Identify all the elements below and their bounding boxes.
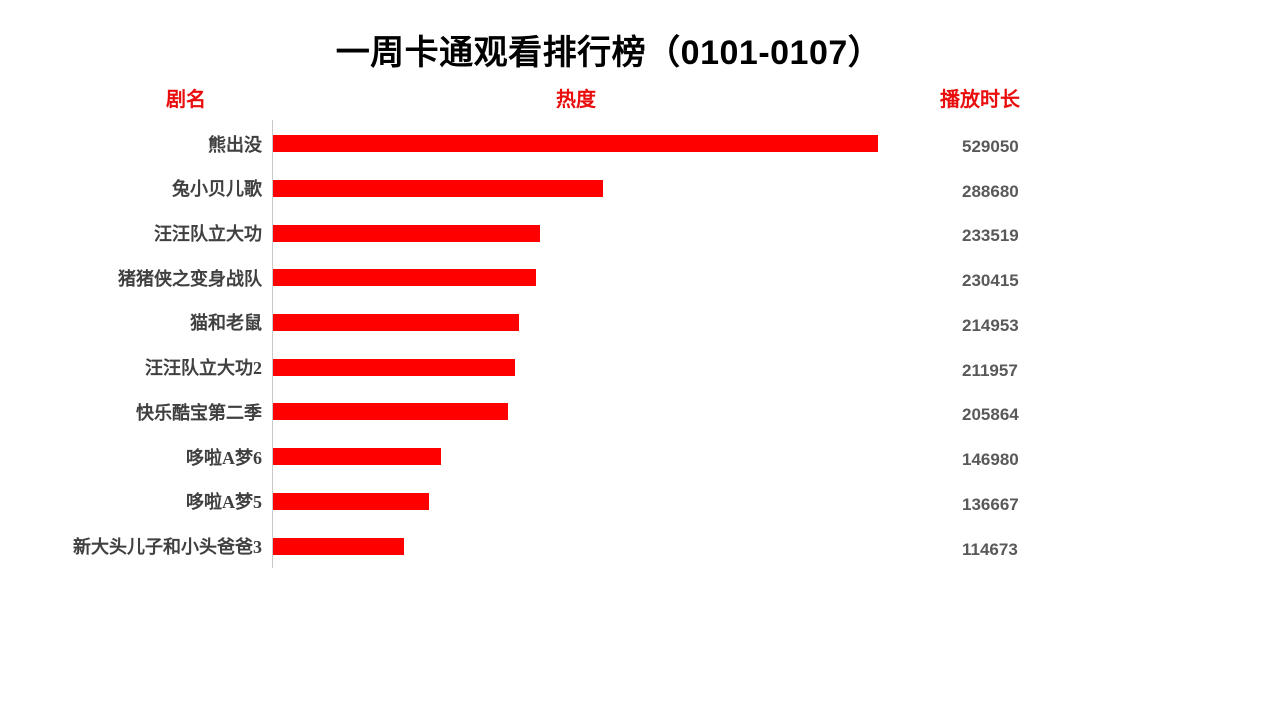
heat-bar [273, 537, 404, 555]
heat-bar [273, 358, 515, 376]
heat-bar [273, 403, 508, 421]
category-label: 汪汪队立大功 [154, 223, 262, 244]
column-header-play-duration: 播放时长 [940, 89, 1020, 111]
heat-bar [273, 179, 603, 197]
play-duration-value: 214953 [962, 315, 1019, 335]
heat-bar [273, 135, 878, 153]
chart-title: 一周卡通观看排行榜（0101-0107） [335, 34, 883, 72]
play-duration-value: 233519 [962, 226, 1019, 246]
y-axis-line [272, 120, 273, 568]
category-label: 哆啦A梦5 [186, 492, 262, 513]
heat-bar [273, 269, 536, 287]
play-duration-value: 529050 [962, 137, 1019, 157]
category-label: 猫和老鼠 [190, 313, 262, 334]
heat-bar [273, 224, 540, 242]
column-header-heat: 热度 [556, 89, 596, 111]
play-duration-value: 114673 [962, 539, 1018, 559]
category-label: 熊出没 [208, 134, 262, 155]
heat-bar [273, 492, 429, 510]
category-label: 汪汪队立大功2 [145, 358, 262, 379]
category-label: 兔小贝儿歌 [172, 179, 262, 200]
category-label: 快乐酷宝第二季 [136, 402, 262, 423]
play-duration-value: 211957 [962, 360, 1018, 380]
heat-bar [273, 313, 519, 331]
heat-bar [273, 448, 441, 466]
play-duration-value: 288680 [962, 181, 1019, 201]
column-header-show-name: 剧名 [166, 89, 206, 111]
play-duration-value: 146980 [962, 450, 1019, 470]
play-duration-value: 136667 [962, 494, 1019, 514]
play-duration-value: 230415 [962, 271, 1019, 291]
play-duration-value: 205864 [962, 405, 1019, 425]
category-label: 哆啦A梦6 [186, 447, 262, 468]
category-label: 猪猪侠之变身战队 [118, 268, 262, 289]
category-label: 新大头儿子和小头爸爸3 [73, 537, 262, 558]
